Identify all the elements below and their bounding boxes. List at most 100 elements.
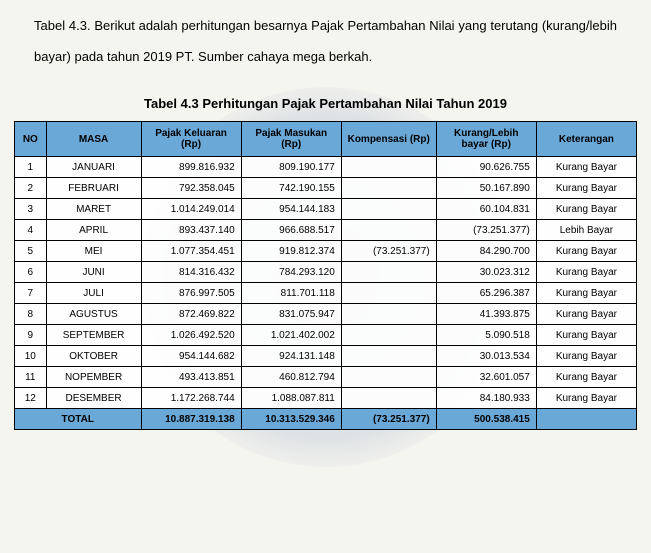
cell-kompensasi	[341, 157, 436, 178]
cell-keluaran: 893.437.140	[141, 220, 241, 241]
total-kompensasi: (73.251.377)	[341, 409, 436, 430]
cell-no: 4	[15, 220, 47, 241]
cell-kurang: 65.296.387	[436, 283, 536, 304]
cell-keterangan: Kurang Bayar	[536, 346, 636, 367]
cell-masukan: 460.812.794	[241, 367, 341, 388]
cell-kurang: 32.601.057	[436, 367, 536, 388]
col-keluaran-header: Pajak Keluaran (Rp)	[141, 122, 241, 157]
cell-masa: JANUARI	[46, 157, 141, 178]
cell-keterangan: Kurang Bayar	[536, 262, 636, 283]
table-row: 8AGUSTUS872.469.822831.075.947 41.393.875…	[15, 304, 637, 325]
cell-keluaran: 1.172.268.744	[141, 388, 241, 409]
cell-masa: MEI	[46, 241, 141, 262]
cell-no: 1	[15, 157, 47, 178]
cell-kompensasi: (73.251.377)	[341, 241, 436, 262]
table-row: 12DESEMBER1.172.268.7441.088.087.811 84.1…	[15, 388, 637, 409]
cell-keluaran: 1.014.249.014	[141, 199, 241, 220]
total-kurang: 500.538.415	[436, 409, 536, 430]
cell-kompensasi	[341, 367, 436, 388]
cell-masukan: 966.688.517	[241, 220, 341, 241]
table-row: 5MEI1.077.354.451919.812.374(73.251.377)…	[15, 241, 637, 262]
cell-kurang: 84.180.933	[436, 388, 536, 409]
cell-keluaran: 1.026.492.520	[141, 325, 241, 346]
cell-masukan: 784.293.120	[241, 262, 341, 283]
cell-kurang: 84.290.700	[436, 241, 536, 262]
table-row: 4APRIL893.437.140966.688.517 (73.251.377)…	[15, 220, 637, 241]
cell-no: 11	[15, 367, 47, 388]
cell-keterangan: Kurang Bayar	[536, 325, 636, 346]
col-no-header: NO	[15, 122, 47, 157]
cell-masa: APRIL	[46, 220, 141, 241]
cell-kompensasi	[341, 304, 436, 325]
col-kompensasi-header: Kompensasi (Rp)	[341, 122, 436, 157]
cell-kompensasi	[341, 262, 436, 283]
cell-keluaran: 899.816.932	[141, 157, 241, 178]
cell-keluaran: 954.144.682	[141, 346, 241, 367]
cell-masukan: 1.088.087.811	[241, 388, 341, 409]
cell-masukan: 924.131.148	[241, 346, 341, 367]
col-masa-header: MASA	[46, 122, 141, 157]
cell-no: 2	[15, 178, 47, 199]
cell-kurang: 30.013.534	[436, 346, 536, 367]
col-keterangan-header: Keterangan	[536, 122, 636, 157]
cell-masa: AGUSTUS	[46, 304, 141, 325]
table-row: 7JULI876.997.505811.701.11865.296.387Kur…	[15, 283, 637, 304]
cell-kompensasi	[341, 388, 436, 409]
cell-keterangan: Kurang Bayar	[536, 388, 636, 409]
cell-masukan: 831.075.947	[241, 304, 341, 325]
total-keluaran: 10.887.319.138	[141, 409, 241, 430]
cell-keterangan: Kurang Bayar	[536, 304, 636, 325]
cell-keluaran: 792.358.045	[141, 178, 241, 199]
cell-masukan: 1.021.402.002	[241, 325, 341, 346]
cell-no: 9	[15, 325, 47, 346]
cell-keterangan: Kurang Bayar	[536, 367, 636, 388]
cell-no: 7	[15, 283, 47, 304]
table-row: 11NOPEMBER493.413.851460.812.79432.601.0…	[15, 367, 637, 388]
cell-no: 8	[15, 304, 47, 325]
cell-kompensasi	[341, 199, 436, 220]
cell-kompensasi	[341, 178, 436, 199]
cell-kompensasi	[341, 346, 436, 367]
cell-keterangan: Lebih Bayar	[536, 220, 636, 241]
cell-kurang: 5.090.518	[436, 325, 536, 346]
cell-keterangan: Kurang Bayar	[536, 157, 636, 178]
cell-masa: SEPTEMBER	[46, 325, 141, 346]
cell-keterangan: Kurang Bayar	[536, 283, 636, 304]
cell-masukan: 809.190.177	[241, 157, 341, 178]
cell-masukan: 919.812.374	[241, 241, 341, 262]
table-title: Tabel 4.3 Perhitungan Pajak Pertambahan …	[14, 96, 637, 111]
ppn-table: NO MASA Pajak Keluaran (Rp) Pajak Masuka…	[14, 121, 637, 430]
cell-keterangan: Kurang Bayar	[536, 199, 636, 220]
cell-masukan: 811.701.118	[241, 283, 341, 304]
total-row: TOTAL10.887.319.13810.313.529.346(73.251…	[15, 409, 637, 430]
cell-masukan: 954.144.183	[241, 199, 341, 220]
cell-masa: JULI	[46, 283, 141, 304]
cell-masa: MARET	[46, 199, 141, 220]
table-row: 2FEBRUARI792.358.045742.190.15550.167.89…	[15, 178, 637, 199]
cell-keterangan: Kurang Bayar	[536, 178, 636, 199]
intro-paragraph: Tabel 4.3. Berikut adalah perhitungan be…	[34, 10, 617, 72]
cell-no: 5	[15, 241, 47, 262]
table-row: 1JANUARI899.816.932809.190.17790.626.755…	[15, 157, 637, 178]
cell-masa: JUNI	[46, 262, 141, 283]
cell-masa: NOPEMBER	[46, 367, 141, 388]
total-keterangan	[536, 409, 636, 430]
cell-keluaran: 872.469.822	[141, 304, 241, 325]
cell-kurang: 30.023.312	[436, 262, 536, 283]
cell-keluaran: 814.316.432	[141, 262, 241, 283]
cell-masukan: 742.190.155	[241, 178, 341, 199]
cell-no: 12	[15, 388, 47, 409]
cell-masa: DESEMBER	[46, 388, 141, 409]
table-row: 10OKTOBER954.144.682924.131.14830.013.53…	[15, 346, 637, 367]
cell-kompensasi	[341, 325, 436, 346]
cell-no: 6	[15, 262, 47, 283]
cell-keluaran: 1.077.354.451	[141, 241, 241, 262]
cell-kurang: 41.393.875	[436, 304, 536, 325]
col-kurang-header: Kurang/Lebih bayar (Rp)	[436, 122, 536, 157]
table-row: 6JUNI814.316.432784.293.120 30.023.312Kur…	[15, 262, 637, 283]
col-masukan-header: Pajak Masukan (Rp)	[241, 122, 341, 157]
cell-kurang: (73.251.377)	[436, 220, 536, 241]
cell-kurang: 60.104.831	[436, 199, 536, 220]
cell-masa: FEBRUARI	[46, 178, 141, 199]
cell-kompensasi	[341, 283, 436, 304]
